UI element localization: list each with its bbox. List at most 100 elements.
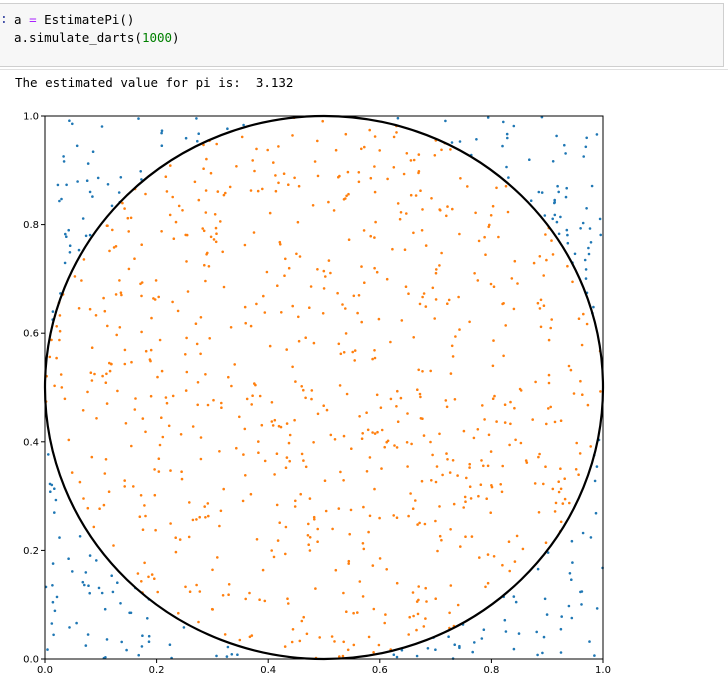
dart-inside-point [157,470,161,473]
dart-inside-point [297,339,301,343]
code-line-2[interactable]: a.simulate_darts(1000) [14,30,180,45]
dart-inside-point [127,267,131,271]
dart-inside-point [412,614,415,618]
dart-inside-point [407,292,410,295]
dart-inside-point [207,265,211,268]
code-token: a.simulate_darts( [14,30,142,45]
dart-inside-point [568,501,571,505]
dart-inside-point [161,435,165,439]
dart-inside-point [218,450,221,453]
dart-inside-point [202,229,206,233]
dart-outside-point [512,647,516,651]
dart-inside-point [379,406,383,410]
dart-outside-point [584,145,588,149]
dart-outside-point [71,570,74,573]
dart-inside-point [406,412,409,415]
dart-inside-point [405,441,409,444]
code-input-cell[interactable]: : a = EstimatePi() a.simulate_darts(1000… [0,3,724,67]
dart-outside-point [140,178,143,181]
dart-inside-point [438,505,441,508]
dart-inside-point [373,487,376,491]
dart-inside-point [470,535,474,538]
dart-inside-point [270,549,274,552]
dart-inside-point [77,307,81,310]
dart-inside-point [304,396,307,400]
dart-outside-point [566,233,569,237]
dart-inside-point [368,128,372,132]
dart-outside-point [53,511,56,514]
dart-inside-point [422,434,426,437]
dart-inside-point [378,149,382,152]
code-line-1[interactable]: a = EstimatePi() [14,12,134,27]
dart-inside-point [327,259,331,262]
dart-inside-point [134,397,137,400]
dart-inside-point [539,298,543,302]
dart-inside-point [459,177,462,180]
dart-inside-point [93,372,96,376]
dart-outside-point [140,645,144,648]
dart-inside-point [202,143,205,147]
dart-inside-point [180,470,183,474]
dart-inside-point [196,381,200,384]
dart-inside-point [139,494,143,497]
dart-outside-point [593,479,597,483]
dart-outside-point [503,618,507,622]
dart-outside-point [471,650,475,654]
dart-inside-point [215,142,218,146]
dart-outside-point [506,136,509,140]
dart-inside-point [563,497,567,501]
dart-outside-point [116,581,119,584]
dart-inside-point [547,407,550,410]
dart-inside-point [544,233,547,236]
dart-inside-point [440,148,443,152]
dart-outside-point [551,160,555,163]
x-tick-label: 0.4 [260,665,276,676]
dart-inside-point [306,534,310,537]
dart-outside-point [598,217,602,221]
dart-inside-point [313,518,316,521]
dart-inside-point [551,253,555,256]
dart-outside-point [86,633,90,636]
dart-inside-point [215,232,218,235]
dart-inside-point [589,445,592,448]
dart-inside-point [366,428,370,432]
dart-inside-point [255,302,258,306]
dart-inside-point [318,636,322,639]
dart-outside-point [502,120,505,124]
dart-outside-point [160,144,164,147]
dart-inside-point [227,375,230,379]
dart-inside-point [539,325,543,329]
dart-inside-point [338,174,341,178]
y-tick-label: 0.4 [23,437,39,448]
dart-inside-point [420,229,424,232]
dart-inside-point [187,535,191,539]
dart-inside-point [361,432,365,435]
dart-inside-point [210,607,214,611]
dart-inside-point [578,452,582,455]
dart-outside-point [97,586,101,590]
dart-inside-point [300,452,304,456]
dart-outside-point [160,131,163,135]
dart-inside-point [143,561,146,565]
dart-inside-point [449,584,453,587]
dart-inside-point [185,336,188,340]
dart-inside-point [221,594,225,597]
dart-inside-point [164,175,168,178]
dart-inside-point [542,482,545,486]
dart-outside-point [137,117,140,120]
dart-inside-point [345,194,348,198]
dart-inside-point [172,237,176,240]
dart-inside-point [545,258,548,262]
dart-inside-point [244,597,247,601]
dart-inside-point [308,536,312,539]
dart-outside-point [88,554,92,557]
dart-outside-point [584,268,588,271]
dart-inside-point [373,432,377,435]
dart-inside-point [265,270,269,274]
dart-inside-point [429,440,432,444]
dart-inside-point [123,485,126,488]
dart-inside-point [363,145,366,149]
dart-outside-point [541,651,544,655]
dart-inside-point [94,314,98,317]
dart-inside-point [118,279,121,282]
